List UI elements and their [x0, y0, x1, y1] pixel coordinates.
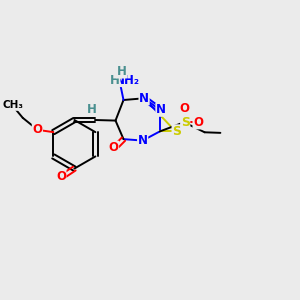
Text: NH₂: NH₂ [115, 74, 140, 86]
Text: O: O [32, 123, 42, 136]
Text: N: N [156, 103, 166, 116]
Text: O: O [179, 102, 189, 116]
Text: S: S [181, 116, 190, 129]
Text: H: H [110, 74, 120, 86]
Text: S: S [172, 125, 181, 138]
Text: H: H [87, 103, 96, 116]
Text: N: N [139, 92, 149, 105]
Text: O: O [56, 170, 66, 183]
Text: CH₃: CH₃ [2, 100, 23, 110]
Text: N: N [138, 134, 148, 147]
Text: O: O [193, 116, 203, 129]
Text: H: H [117, 65, 126, 78]
Text: O: O [109, 141, 118, 154]
